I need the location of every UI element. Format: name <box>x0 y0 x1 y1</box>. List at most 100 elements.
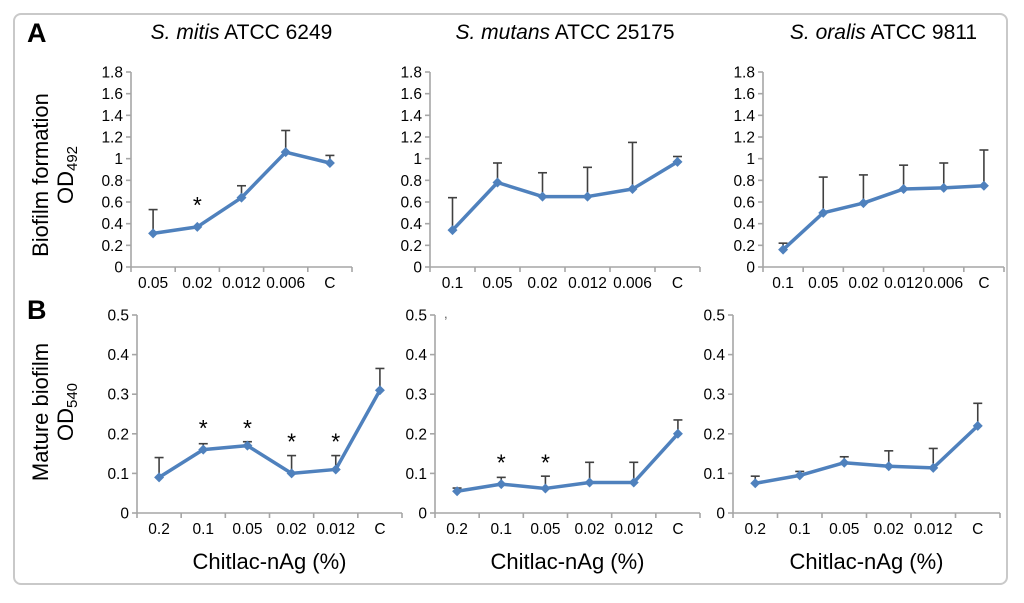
axes <box>136 315 402 514</box>
chart-mature-biofilm-s-mutans: 00.10.20.30.40.50.2 0.1 0.05 0.02 0.012 C* * <box>405 308 701 538</box>
svg-text:0.3: 0.3 <box>107 387 129 404</box>
data-line <box>157 388 382 480</box>
axes <box>732 315 1000 514</box>
svg-text:0.4: 0.4 <box>733 216 755 233</box>
svg-text:0.05: 0.05 <box>808 275 838 292</box>
svg-text:0.006: 0.006 <box>924 275 963 292</box>
axes <box>762 72 1004 268</box>
svg-text:0.8: 0.8 <box>733 173 755 190</box>
svg-text:0.1: 0.1 <box>107 466 129 483</box>
svg-text:0.05: 0.05 <box>482 275 512 292</box>
y-tick-labels: 0 0.1 0.2 0.3 0.4 0.5 <box>703 308 733 523</box>
markers <box>778 180 989 255</box>
svg-text:0.02: 0.02 <box>848 275 878 292</box>
svg-text:0: 0 <box>114 260 123 277</box>
svg-text:0.1: 0.1 <box>490 521 512 538</box>
axes <box>429 72 700 268</box>
svg-text:0.2: 0.2 <box>744 521 766 538</box>
svg-text:0.1: 0.1 <box>442 275 464 292</box>
svg-text:0.4: 0.4 <box>703 347 725 364</box>
svg-text:0.6: 0.6 <box>400 195 422 212</box>
svg-text:0.4: 0.4 <box>107 347 129 364</box>
svg-text:1.2: 1.2 <box>733 130 755 147</box>
x-axis-title-right: Chitlac-nAg (%) <box>789 549 944 574</box>
data-line <box>450 160 680 232</box>
svg-text:0.012: 0.012 <box>568 275 607 292</box>
x-tick-labels: 0.1 0.05 0.02 0.012 0.006 C <box>762 267 1005 292</box>
data-line <box>455 432 680 493</box>
svg-text:1.8: 1.8 <box>400 65 422 82</box>
svg-text:1: 1 <box>413 151 422 168</box>
svg-text:0.8: 0.8 <box>101 173 123 190</box>
svg-text:0.1: 0.1 <box>703 466 725 483</box>
svg-text:*: * <box>193 192 202 218</box>
chart-title-s-mitis-strain: ATCC 6249 <box>219 21 333 44</box>
svg-text:0.2: 0.2 <box>733 238 755 255</box>
chart-biofilm-formation-s-mitis: 00.20.40.60.811.21.41.61.80.05 0.02 0.012 0… <box>101 65 353 292</box>
svg-text:0.05: 0.05 <box>530 521 560 538</box>
row-a-y-axis-label: Biofilm formation OD492 <box>28 65 81 285</box>
row-a-ylabel-subscript: 492 <box>64 145 81 172</box>
y-tick-labels: 0 0.1 0.2 0.3 0.4 0.5 <box>107 308 137 523</box>
svg-text:0.05: 0.05 <box>829 521 859 538</box>
svg-text:1.8: 1.8 <box>733 65 755 82</box>
x-tick-labels: 0.2 0.1 0.05 0.02 0.012 C <box>136 513 403 538</box>
chart-mature-biofilm-s-oralis: 0 0.1 0.2 0.3 0.4 0.5 0.2 0.1 0.05 0.02 0.012 C <box>703 308 1001 538</box>
markers <box>148 147 335 239</box>
chart-title-s-oralis-species: S. oralis <box>789 21 866 44</box>
svg-text:0.012: 0.012 <box>914 521 953 538</box>
chart-title-s-mitis-species: S. mitis <box>150 21 220 44</box>
svg-text:0.006: 0.006 <box>613 275 652 292</box>
svg-text:1.2: 1.2 <box>101 130 123 147</box>
svg-text:1: 1 <box>114 151 123 168</box>
svg-text:0.05: 0.05 <box>232 521 262 538</box>
svg-text:0.05: 0.05 <box>138 275 168 292</box>
svg-text:0.1: 0.1 <box>789 521 811 538</box>
y-tick-labels: 0 0.1 0.2 0.3 0.4 0.5 <box>405 308 435 523</box>
svg-text:C: C <box>672 275 683 292</box>
panel-a-label: A <box>27 18 47 48</box>
svg-text:C: C <box>978 275 989 292</box>
svg-text:1.6: 1.6 <box>400 86 422 103</box>
svg-text:*: * <box>199 415 208 441</box>
svg-text:0.2: 0.2 <box>405 426 427 443</box>
svg-text:1.6: 1.6 <box>101 86 123 103</box>
svg-text:0.012: 0.012 <box>614 521 653 538</box>
svg-text:1: 1 <box>746 151 755 168</box>
svg-text:*: * <box>331 429 340 455</box>
svg-text:0: 0 <box>418 506 427 523</box>
svg-text:0.6: 0.6 <box>101 195 123 212</box>
svg-text:0.8: 0.8 <box>400 173 422 190</box>
svg-text:0.4: 0.4 <box>400 216 422 233</box>
svg-text:0.1: 0.1 <box>192 521 214 538</box>
svg-text:0.2: 0.2 <box>101 238 123 255</box>
chart-title-s-mutans-species: S. mutans <box>455 21 551 44</box>
markers <box>154 385 385 483</box>
error-bars <box>750 402 983 484</box>
data-line <box>753 424 980 486</box>
svg-text:0.4: 0.4 <box>405 347 427 364</box>
x-tick-labels: 0.1 0.05 0.02 0.012 0.006 C <box>429 267 701 292</box>
row-b-ylabel-subscript: 540 <box>64 382 81 409</box>
svg-text:0.02: 0.02 <box>574 521 604 538</box>
svg-text:1.4: 1.4 <box>733 108 755 125</box>
svg-text:1.4: 1.4 <box>400 108 422 125</box>
svg-text:0.012: 0.012 <box>316 521 355 538</box>
svg-text:0.3: 0.3 <box>703 387 725 404</box>
chart-title-s-oralis-strain: ATCC 9811 <box>865 21 978 44</box>
svg-text:0.2: 0.2 <box>703 426 725 443</box>
significance-stars: * <box>193 192 202 218</box>
svg-text:0: 0 <box>413 260 422 277</box>
error-bars <box>778 149 989 250</box>
error-bars <box>452 419 683 492</box>
svg-text:C: C <box>324 275 335 292</box>
y-tick-labels: 0 0.2 0.4 0.6 0.8 1 1.2 1.4 1.6 1.8 <box>733 65 763 277</box>
svg-text:0: 0 <box>120 506 129 523</box>
svg-text:C: C <box>972 521 983 538</box>
svg-text:*: * <box>243 415 252 441</box>
svg-text:0.02: 0.02 <box>276 521 306 538</box>
y-tick-labels: 0 0.2 0.4 0.6 0.8 1 1.2 1.4 1.6 1.8 <box>400 65 430 277</box>
svg-text:0.006: 0.006 <box>266 275 305 292</box>
markers <box>452 428 683 497</box>
